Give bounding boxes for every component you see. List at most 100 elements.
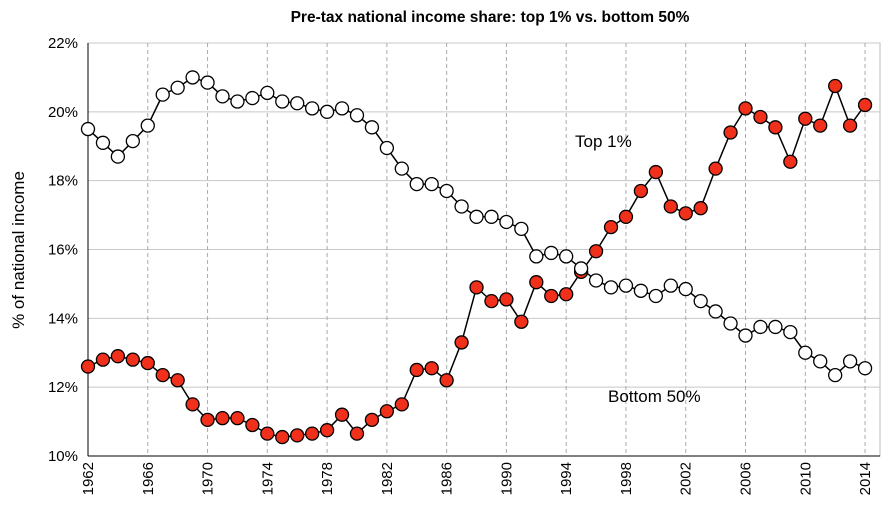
data-point [768,319,783,335]
data-point [798,345,813,360]
data-point [857,361,873,376]
data-point [185,70,200,85]
data-point [110,149,126,164]
x-tick-label: 1990 [498,462,515,495]
y-tick-label: 10% [48,448,78,465]
data-point [693,293,708,309]
x-tick-label: 1978 [319,462,336,495]
x-tick-label: 2014 [857,462,874,495]
data-point [349,108,365,123]
data-point [215,89,230,104]
series-label: Top 1% [575,132,632,151]
data-point [394,397,409,412]
data-point [469,209,484,224]
data-point [155,367,170,383]
data-point [110,349,126,364]
y-tick-label: 20% [48,104,78,121]
data-point [275,94,290,109]
data-point [573,261,589,276]
y-tick-label: 16% [48,242,78,259]
data-point [334,101,350,116]
data-point [828,367,843,383]
data-point [230,410,245,426]
x-tick-label: 1970 [200,462,217,495]
data-point [125,133,140,149]
data-point [768,120,783,135]
data-point [514,221,529,237]
y-tick-label: 22% [48,35,78,52]
data-point [379,404,395,419]
data-point [559,287,574,302]
data-point [798,111,813,126]
data-point [484,293,499,309]
series-label: Bottom 50% [608,387,701,406]
data-point [588,244,604,259]
data-point [170,373,185,388]
x-tick-label: 1966 [140,462,157,495]
data-point [409,176,424,192]
data-point [439,373,454,388]
data-point [618,209,634,224]
data-point [200,412,215,428]
data-point [424,361,439,376]
data-point [723,125,738,140]
data-point [260,426,275,441]
data-point [529,249,544,264]
y-tick-label: 12% [48,379,78,396]
x-tick-label: 1982 [379,462,396,495]
data-point [364,120,380,135]
data-point [170,80,185,95]
y-tick-label: 18% [48,173,78,190]
data-point [319,423,335,438]
data-point [349,426,365,441]
data-point [305,101,320,116]
chart-title: Pre-tax national income share: top 1% vs… [291,9,690,26]
x-tick-label: 1998 [618,462,635,495]
data-point [738,101,753,116]
data-point [588,273,604,288]
x-tick-label: 1974 [259,462,276,495]
y-tick-label: 14% [48,310,78,327]
data-point [245,90,260,106]
data-point [379,140,395,156]
data-point [499,292,514,307]
data-point [245,417,260,433]
data-point [80,121,96,137]
data-point [783,154,798,169]
data-point [633,283,649,298]
x-tick-label: 2006 [738,462,755,495]
data-point [813,354,828,369]
data-point [678,206,693,221]
data-point [514,314,529,329]
data-point [454,199,469,214]
data-point [813,118,828,133]
x-tick-label: 1962 [80,462,97,495]
data-point [753,319,768,335]
x-tick-label: 1994 [558,462,575,495]
data-point [140,355,155,371]
data-point [95,135,111,150]
data-point [828,78,843,94]
data-point [663,199,678,214]
data-point [783,324,798,340]
data-point [125,352,140,367]
data-point [155,87,170,102]
data-point [95,352,111,367]
data-point [738,328,753,343]
data-point [185,397,200,412]
data-point [693,201,708,216]
data-point [290,428,305,443]
data-point [230,94,245,109]
data-point [334,407,350,422]
data-point [723,316,738,331]
data-point [439,183,454,199]
series-line [87,83,866,438]
data-point [80,359,96,374]
data-point [663,278,678,293]
data-point [305,426,320,441]
data-point [842,118,858,133]
data-point [678,281,693,297]
data-point [708,161,723,176]
